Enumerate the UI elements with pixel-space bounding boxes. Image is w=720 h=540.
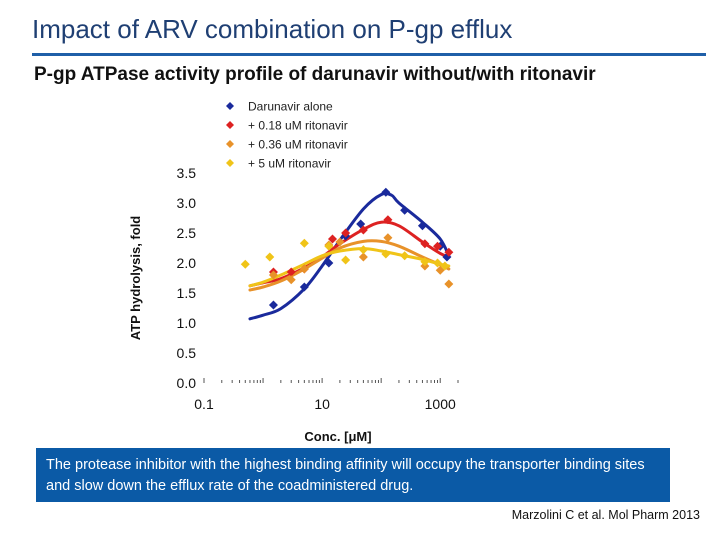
- data-point: [358, 245, 368, 255]
- data-point: [265, 252, 275, 262]
- slide-subtitle: P-gp ATPase activity profile of darunavi…: [34, 64, 596, 85]
- y-tick-label: 3.5: [177, 165, 197, 181]
- data-point: [299, 238, 309, 248]
- data-point: [341, 228, 351, 238]
- data-point: [341, 255, 351, 265]
- data-point: [286, 275, 296, 285]
- chart-legend: Darunavir alone + 0.18 uM ritonavir + 0.36…: [226, 100, 348, 171]
- data-point: [299, 264, 309, 274]
- data-point: [420, 239, 430, 249]
- x-tick-label: 10: [314, 396, 330, 412]
- y-tick-label: 2.5: [177, 225, 197, 241]
- citation: Marzolini C et al. Mol Pharm 2013: [511, 508, 700, 522]
- data-point: [268, 300, 278, 310]
- plot-area: [240, 187, 454, 321]
- data-point: [286, 267, 296, 277]
- data-point: [358, 252, 368, 262]
- title-underline: [32, 53, 706, 56]
- data-point: [420, 257, 430, 267]
- legend-marker: [226, 102, 234, 110]
- fit-curve: [248, 239, 451, 292]
- legend-marker: [226, 159, 234, 167]
- x-axis-label: Conc. [μM]: [304, 429, 371, 444]
- x-tick-label: 0.1: [194, 396, 214, 412]
- y-tick-label: 1.5: [177, 285, 197, 301]
- callout-box: The protease inhibitor with the highest …: [36, 448, 670, 502]
- data-point: [444, 247, 454, 257]
- slide-title: Impact of ARV combination on P-gp efflux: [32, 14, 513, 44]
- data-point: [383, 233, 393, 243]
- y-tick-label: 0.5: [177, 345, 197, 361]
- data-point: [324, 241, 334, 251]
- chart-axes: 0.0 0.5 1.0 1.5 2.0 2.5 3.0 3.5 0.1 10 1000 Conc. […: [128, 165, 459, 444]
- data-point: [358, 225, 368, 235]
- data-point: [433, 258, 443, 268]
- data-point: [328, 234, 338, 244]
- y-tick-label: 3.0: [177, 195, 197, 211]
- legend-marker: [226, 140, 234, 148]
- x-tick-label: 1000: [425, 396, 456, 412]
- data-point: [299, 282, 309, 292]
- data-point: [417, 221, 427, 231]
- legend-label: + 5 uM ritonavir: [248, 157, 331, 171]
- data-point: [444, 279, 454, 289]
- data-point: [381, 187, 391, 197]
- y-tick-label: 0.0: [177, 375, 197, 391]
- legend-label: + 0.18 uM ritonavir: [248, 119, 348, 133]
- legend-marker: [226, 121, 234, 129]
- data-point: [268, 270, 278, 280]
- data-point: [335, 237, 345, 247]
- data-point: [400, 205, 410, 215]
- y-axis-label: ATP hydrolysis, fold: [128, 216, 143, 341]
- y-tick-label: 1.0: [177, 315, 197, 331]
- legend-label: + 0.36 uM ritonavir: [248, 138, 348, 152]
- data-point: [400, 251, 410, 261]
- atpase-activity-chart: 0.0 0.5 1.0 1.5 2.0 2.5 3.0 3.5 0.1 10 1000 Conc. […: [128, 100, 459, 444]
- data-point: [381, 249, 391, 259]
- data-point: [356, 219, 366, 229]
- data-point: [440, 261, 450, 271]
- legend-label: Darunavir alone: [248, 100, 333, 114]
- data-point: [324, 258, 334, 268]
- callout-text: The protease inhibitor with the highest …: [46, 457, 645, 494]
- data-point: [240, 259, 250, 269]
- data-point: [433, 241, 443, 251]
- data-point: [383, 215, 393, 225]
- y-tick-label: 2.0: [177, 255, 197, 271]
